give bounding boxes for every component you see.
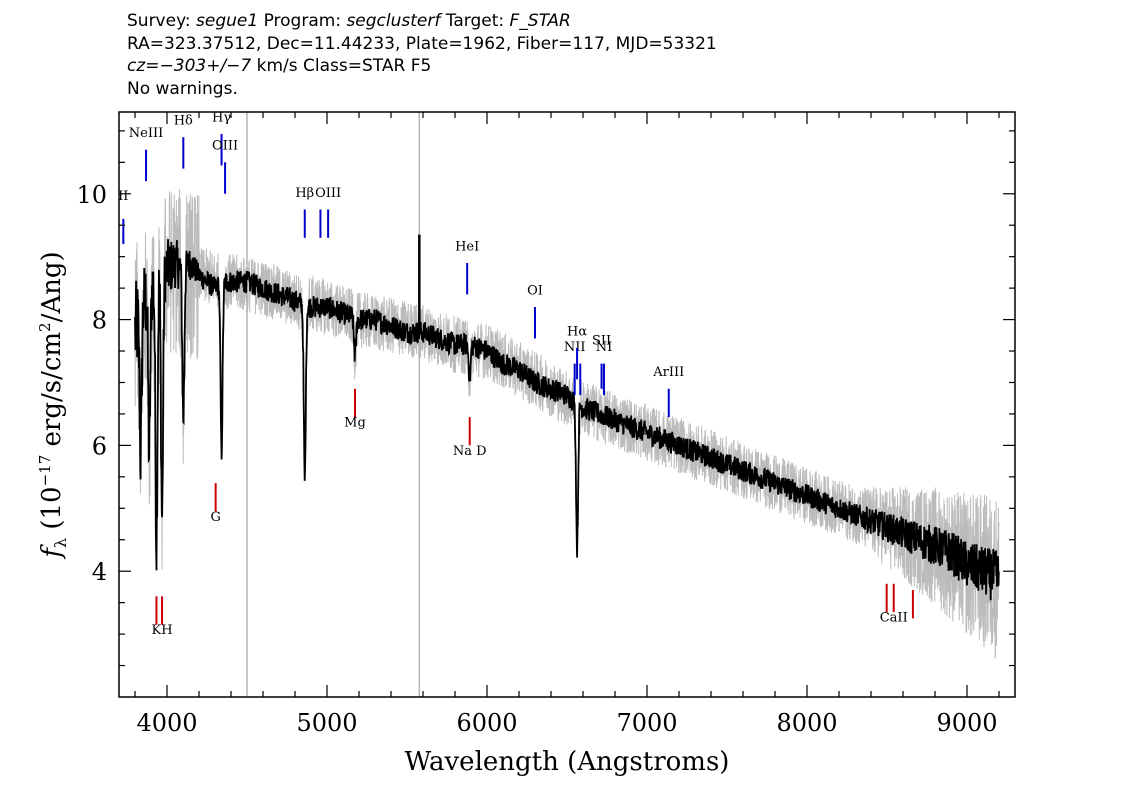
header-line-4: No warnings. (127, 78, 238, 99)
y-tick-label: 8 (92, 307, 107, 335)
emission-line-label: Hβ (295, 186, 314, 201)
x-tick-label: 8000 (776, 709, 837, 737)
emission-line-label: NII (564, 340, 586, 355)
header-segment: cz=−303+/−7 (127, 56, 252, 76)
x-tick-label: 9000 (936, 709, 997, 737)
header-segment: segue1 (196, 11, 259, 31)
y-axis-title: fλ (10−17 erg/s/cm2/Ang) (36, 251, 70, 559)
x-tick-label: 5000 (296, 709, 357, 737)
absorption-line-label: Mg (344, 416, 366, 431)
header-segment: Target: (440, 11, 510, 31)
header-line-3: cz=−303+/−7 km/s Class=STAR F5 (127, 55, 717, 78)
emission-line-label: Hδ (174, 114, 193, 129)
header-line-2: RA=323.37512, Dec=11.44233, Plate=1962, … (127, 33, 717, 54)
header-segment: km/s Class=STAR F5 (251, 56, 432, 76)
emission-line-label: NI (596, 340, 613, 355)
header-segment: segclusterf (346, 11, 441, 31)
emission-line-label: HeI (455, 239, 479, 254)
x-tick-label: 6000 (456, 709, 517, 737)
x-tick-label: 7000 (616, 709, 677, 737)
header-segment: F_STAR (509, 11, 571, 31)
spectrum-header: Survey: segue1 Program: segclusterf Targ… (127, 10, 717, 100)
emission-line-label: II (118, 189, 128, 204)
emission-line-label: OIII (315, 186, 341, 201)
emission-line-label: ArIII (652, 365, 684, 380)
header-segment: Survey: (127, 11, 197, 31)
absorption-line-label: KH (152, 623, 173, 638)
plot-frame (118, 111, 1016, 698)
y-tick-label: 4 (92, 558, 107, 586)
y-tick-label: 6 (92, 432, 107, 460)
emission-line-label: Hγ (212, 110, 231, 125)
emission-line-label: OIII (212, 139, 238, 154)
emission-line-label: OI (527, 283, 543, 298)
header-line-1: Survey: segue1 Program: segclusterf Targ… (127, 10, 717, 33)
x-tick-label: 4000 (136, 709, 197, 737)
emission-line-label: NeIII (129, 126, 163, 141)
emission-line-label: Hα (567, 324, 587, 339)
absorption-line-label: G (210, 510, 220, 525)
header-segment: Program: (258, 11, 347, 31)
flux-series-line (134, 239, 1000, 601)
emission-line-label: SII (592, 334, 611, 349)
model-series-line (134, 188, 1000, 659)
absorption-line-label: Na D (453, 444, 487, 459)
x-axis-title: Wavelength (Angstroms) (405, 747, 730, 777)
absorption-line-label: CaII (880, 611, 908, 626)
y-tick-label: 10 (76, 181, 107, 209)
